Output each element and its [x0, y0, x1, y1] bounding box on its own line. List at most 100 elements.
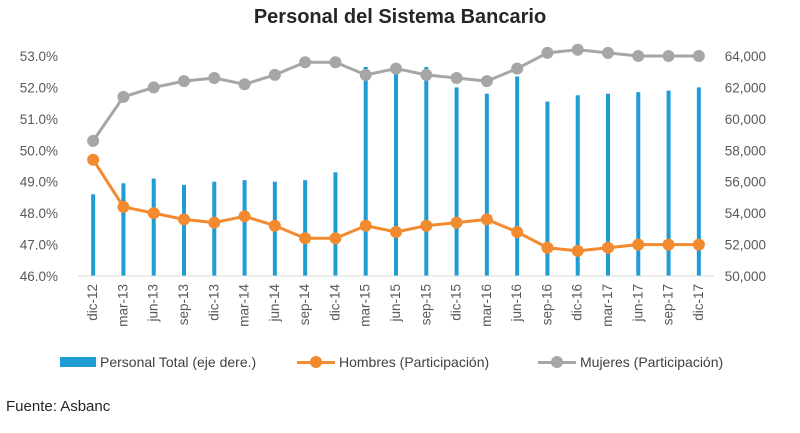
mujeres-point-sep-15: [420, 68, 433, 81]
x-tick-label: jun-17: [630, 284, 645, 323]
hombres-point-jun-13: [147, 207, 160, 220]
mujeres-point-sep-13: [178, 75, 190, 88]
left-tick-label: 53.0%: [20, 49, 58, 64]
bar-mar-17: [606, 93, 610, 276]
left-tick-label: 49.0%: [20, 175, 58, 190]
x-tick-label: dic-15: [449, 284, 464, 321]
x-tick-label: jun-16: [509, 284, 524, 323]
mujeres-point-dic-12: [87, 134, 100, 147]
right-tick-label: 62,000: [725, 80, 766, 95]
source-note: Fuente: Asbanc: [6, 398, 111, 415]
mujeres-point-jun-16: [511, 62, 524, 75]
bar-mar-13: [121, 183, 126, 276]
hombres-point-jun-15: [390, 226, 402, 238]
bar-mar-15: [363, 67, 368, 276]
bar-sep-14: [303, 180, 308, 276]
x-tick-label: jun-14: [267, 284, 282, 323]
x-tick-label: sep-16: [539, 284, 554, 325]
legend: Personal Total (eje dere.) Hombres (Part…: [60, 352, 760, 372]
line-series-mujeres: [87, 43, 705, 147]
right-axis-ticks: 50,000 52,000 54,000 56,000 58,000 60,000 62,0…: [725, 49, 766, 284]
hombres-point-sep-16: [541, 241, 554, 254]
left-axis-ticks: 46.0% 47.0% 48.0% 49.0% 50.0% 51.0% 52.0% 53.0%: [20, 49, 58, 284]
hombres-point-mar-16: [480, 213, 493, 226]
hombres-point-mar-17: [602, 241, 614, 254]
mujeres-point-mar-16: [480, 75, 493, 88]
x-tick-label: mar-15: [358, 284, 373, 327]
bar-dic-13: [212, 181, 217, 276]
x-tick-label: mar-13: [115, 284, 130, 327]
mujeres-point-dic-17: [692, 50, 705, 62]
left-tick-label: 52.0%: [20, 80, 58, 95]
mujeres-point-mar-13: [117, 90, 130, 103]
hombres-point-dic-14: [329, 232, 342, 245]
hombres-point-mar-15: [359, 219, 372, 232]
x-tick-label: sep-17: [661, 284, 676, 325]
mujeres-point-dic-13: [208, 72, 221, 84]
mujeres-point-dic-14: [329, 56, 342, 69]
bar-dic-16: [575, 95, 580, 277]
bar-jun-13: [151, 178, 156, 276]
mujeres-point-jun-13: [147, 81, 160, 94]
bar-sep-13: [182, 184, 186, 276]
hombres-point-dic-13: [208, 216, 221, 229]
x-tick-label: dic-14: [327, 284, 342, 321]
legend-swatch-bar: [60, 357, 96, 367]
bar-jun-16: [515, 76, 520, 276]
right-tick-label: 60,000: [725, 112, 766, 127]
x-tick-label: sep-15: [418, 284, 433, 325]
legend-item-hombres: Hombres (Participación): [297, 352, 489, 372]
bar-sep-16: [545, 101, 550, 276]
bar-dic-12: [91, 194, 96, 276]
right-tick-label: 52,000: [725, 238, 766, 253]
right-tick-label: 64,000: [725, 49, 766, 64]
x-tick-label: jun-13: [146, 284, 161, 323]
left-tick-label: 51.0%: [20, 112, 58, 127]
line-series-hombres: [87, 153, 705, 257]
bar-jun-15: [394, 63, 398, 276]
hombres-point-mar-13: [117, 200, 130, 213]
x-tick-label: sep-14: [297, 284, 312, 326]
right-tick-label: 50,000: [725, 269, 766, 284]
mujeres-point-mar-14: [238, 78, 251, 91]
chart-title: Personal del Sistema Bancario: [253, 6, 547, 28]
x-tick-label: mar-16: [479, 284, 494, 327]
mujeres-point-sep-16: [541, 46, 554, 59]
hombres-point-dic-15: [450, 216, 463, 229]
hombres-point-sep-15: [420, 219, 433, 232]
x-tick-label: dic-16: [570, 284, 585, 321]
left-tick-label: 50.0%: [20, 143, 58, 158]
mujeres-point-sep-17: [662, 50, 675, 62]
left-tick-label: 46.0%: [20, 269, 58, 284]
mujeres-point-dic-16: [571, 43, 584, 56]
mujeres-point-jun-17: [632, 50, 645, 62]
bar-series-personal-total: [91, 63, 701, 277]
x-tick-label: dic-17: [691, 284, 706, 321]
hombres-point-sep-13: [178, 213, 190, 226]
x-tick-label: jun-15: [388, 284, 403, 323]
mujeres-point-sep-14: [299, 56, 312, 69]
legend-item-personal-total: Personal Total (eje dere.): [60, 352, 256, 372]
bar-mar-14: [242, 180, 247, 276]
x-tick-label: dic-13: [206, 284, 221, 321]
mujeres-point-jun-15: [390, 62, 402, 75]
x-axis-ticks: dic-12 mar-13 jun-13 sep-13 dic-13 mar-14 jun-…: [85, 284, 706, 327]
hombres-point-jun-16: [511, 226, 524, 238]
bar-dic-15: [454, 87, 459, 276]
bar-jun-17: [636, 92, 641, 277]
hombres-point-dic-17: [692, 238, 705, 251]
hombres-point-jun-17: [632, 238, 645, 251]
legend-label-mujeres: Mujeres (Participación): [580, 354, 724, 370]
bar-sep-15: [424, 67, 429, 276]
right-tick-label: 58,000: [725, 143, 766, 158]
x-tick-label: sep-13: [176, 284, 191, 325]
legend-swatch-hombres: [297, 356, 335, 368]
legend-swatch-mujeres: [538, 356, 576, 368]
legend-label-personal-total: Personal Total (eje dere.): [100, 354, 257, 370]
combo-chart: 46.0% 47.0% 48.0% 49.0% 50.0% 51.0% 52.0% 53.0%…: [20, 43, 766, 327]
bar-sep-17: [666, 90, 671, 276]
hombres-point-sep-14: [299, 232, 312, 245]
left-tick-label: 47.0%: [20, 238, 58, 253]
left-tick-label: 48.0%: [20, 206, 58, 221]
x-tick-label: mar-14: [237, 284, 252, 327]
